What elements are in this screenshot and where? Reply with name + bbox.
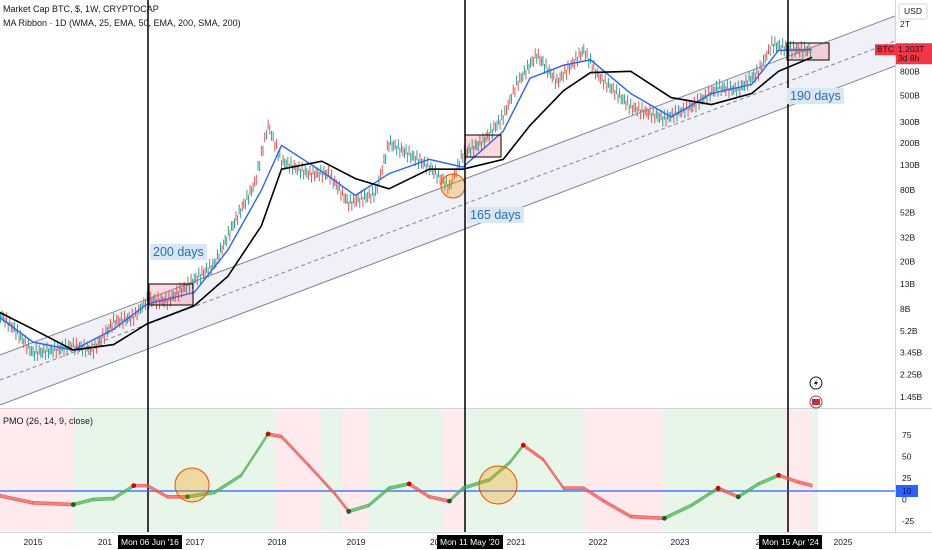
price-axis-tick: 20B xyxy=(900,257,915,267)
price-axis-tick: 130B xyxy=(900,160,920,170)
pmo-axis-tick: 75 xyxy=(902,430,912,440)
year-tick: 2022 xyxy=(589,537,608,547)
breakout-box-2020 xyxy=(464,134,502,158)
price-axis-tick: 800B xyxy=(900,66,920,76)
year-tick: 2 xyxy=(756,537,761,547)
pmo-circle-2016 xyxy=(174,467,210,503)
price-axis-tick: 8B xyxy=(900,304,911,314)
year-tick: 2015 xyxy=(24,537,43,547)
annotation-165-days: 165 days xyxy=(467,207,524,223)
pmo-segment xyxy=(798,480,813,488)
pmo-cross-dot xyxy=(70,502,76,507)
flag-canton xyxy=(812,399,816,402)
price-axis-tick: 200B xyxy=(900,138,920,148)
year-tick: 2021 xyxy=(507,537,526,547)
ma-wma25-line xyxy=(0,48,813,351)
pmo-axis-tick: 50 xyxy=(902,452,912,462)
pmo-cross-dot xyxy=(735,494,741,500)
currency-button-label: USD xyxy=(904,6,922,16)
pmo-current-tag xyxy=(896,485,918,497)
annotation-200-days: 200 days xyxy=(150,244,207,260)
ma-sma200-line xyxy=(0,56,813,351)
bottom-circle-2020 xyxy=(440,173,466,199)
price-axis-tick: 500B xyxy=(900,91,920,101)
current-price-value: 1.203T xyxy=(898,44,924,54)
year-tick: 2025 xyxy=(834,537,853,547)
pmo-current-value: 10 xyxy=(902,486,912,496)
date-marker-2020: Mon 11 May '20 xyxy=(437,535,503,549)
price-axis-tick: 5.2B xyxy=(900,326,918,336)
price-axis-tick: 3.45B xyxy=(900,347,923,357)
pmo-cross-dot xyxy=(520,442,526,448)
pmo-bg-green xyxy=(0,409,818,531)
pmo-bg-red-2 xyxy=(341,409,369,531)
pmo-cross-dot xyxy=(776,472,781,478)
pmo-bg-red-4 xyxy=(583,409,665,531)
price-axis-tick: 1.45B xyxy=(900,392,923,402)
pmo-ribbon xyxy=(0,431,813,521)
price-axis-tick: 2T xyxy=(900,19,910,29)
pmo-cross-dot xyxy=(265,431,271,437)
flash-icon-bolt xyxy=(814,379,818,387)
price-axis-tick: 52B xyxy=(900,207,915,217)
flash-icon xyxy=(809,376,823,390)
pmo-cross-dot xyxy=(447,498,452,504)
pmo-cross-dot xyxy=(715,485,721,491)
pmo-segment xyxy=(563,486,585,491)
symbol-tag xyxy=(875,44,896,56)
chart-title[interactable]: Market Cap BTC, $, 1W, CRYPTOCAP xyxy=(3,4,159,14)
pmo-bg-red-0 xyxy=(0,409,74,531)
regression-channel-lower xyxy=(0,65,896,406)
year-tick: 2023 xyxy=(671,537,690,547)
price-axis-tick: 300B xyxy=(900,117,920,127)
date-marker-2016: Mon 06 Jun '16 xyxy=(118,535,182,549)
price-axis-tick: 13B xyxy=(900,279,915,289)
pmo-cross-dot xyxy=(346,509,352,514)
annotation-190-days: 190 days xyxy=(787,88,844,104)
year-tick: 2018 xyxy=(268,537,287,547)
pmo-bg-red-5 xyxy=(785,409,813,531)
pmo-legend[interactable]: PMO (26, 14, 9, close) xyxy=(3,416,94,426)
pmo-bg-red-3 xyxy=(442,409,463,531)
year-tick: 2017 xyxy=(186,537,205,547)
year-tick: 2019 xyxy=(347,537,366,547)
us-flag-icon xyxy=(809,395,823,409)
pmo-cross-dot xyxy=(131,483,137,489)
year-tick: 201 xyxy=(98,537,112,547)
pmo-cross-dot xyxy=(185,494,190,500)
price-axis-tick: 80B xyxy=(900,185,915,195)
pmo-circle-2020 xyxy=(478,465,518,505)
date-marker-2024: Mon 15 Apr '24 xyxy=(759,535,822,549)
pmo-axis-tick: 25 xyxy=(902,473,912,483)
pmo-axis-tick: -25 xyxy=(902,516,915,526)
breakout-box-2016 xyxy=(148,283,194,306)
price-axis-tick: 2.25B xyxy=(900,369,923,379)
current-price-tag xyxy=(896,43,932,65)
currency-button xyxy=(898,3,928,20)
breakout-box-2024 xyxy=(786,42,830,61)
price-bars xyxy=(0,35,812,362)
ma-ribbon-legend[interactable]: MA Ribbon · 1D (WMA, 25, EMA, 50, EMA, 2… xyxy=(3,18,241,28)
pmo-axis-tick: 0 xyxy=(902,495,907,505)
pmo-cross-dot xyxy=(406,481,412,487)
regression-channel-mid xyxy=(0,40,896,381)
symbol-tag-label: BTC xyxy=(877,44,894,54)
pmo-segment xyxy=(93,496,114,502)
pmo-cross-dot xyxy=(661,515,667,521)
candle-countdown: 3d 8h xyxy=(898,53,920,63)
price-axis-tick: 32B xyxy=(900,232,915,242)
